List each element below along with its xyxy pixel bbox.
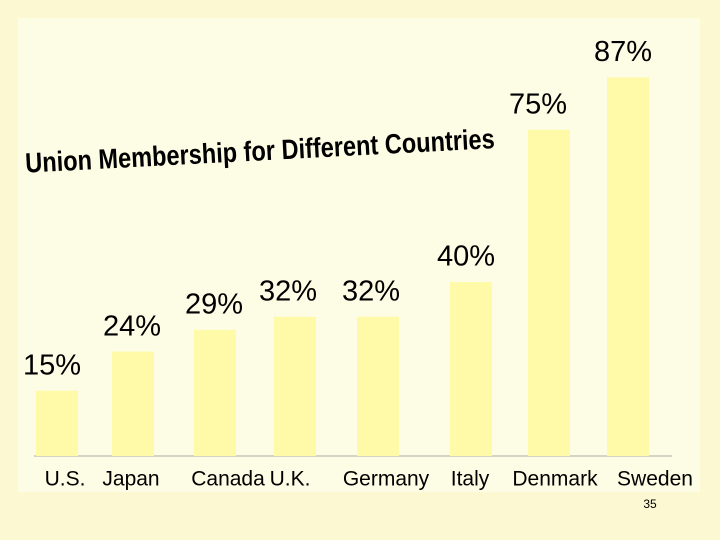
x-tick-label: Denmark bbox=[512, 468, 598, 491]
value-label: 87% bbox=[594, 36, 652, 68]
x-tick-label: Germany bbox=[343, 468, 430, 491]
value-label: 29% bbox=[185, 289, 243, 321]
bar bbox=[112, 351, 154, 456]
value-label: 24% bbox=[103, 310, 161, 342]
bar bbox=[528, 129, 570, 456]
x-tick-label: Italy bbox=[451, 468, 490, 491]
bar bbox=[607, 77, 649, 457]
value-label: 15% bbox=[23, 349, 81, 381]
value-label: 75% bbox=[509, 88, 567, 120]
x-tick-label: Sweden bbox=[617, 468, 693, 491]
bar bbox=[36, 390, 78, 456]
bar bbox=[274, 316, 316, 456]
x-tick-label: Japan bbox=[102, 468, 159, 491]
x-tick-label: U.K. bbox=[270, 468, 311, 491]
bar bbox=[450, 282, 492, 456]
slide-number: 35 bbox=[643, 497, 657, 511]
value-label: 40% bbox=[437, 241, 495, 273]
value-label: 32% bbox=[259, 275, 317, 307]
value-label: 32% bbox=[342, 275, 400, 307]
x-tick-label: U.S. bbox=[45, 468, 86, 491]
x-tick-label: Canada bbox=[191, 468, 265, 491]
bar bbox=[357, 316, 399, 456]
bar bbox=[194, 329, 236, 456]
